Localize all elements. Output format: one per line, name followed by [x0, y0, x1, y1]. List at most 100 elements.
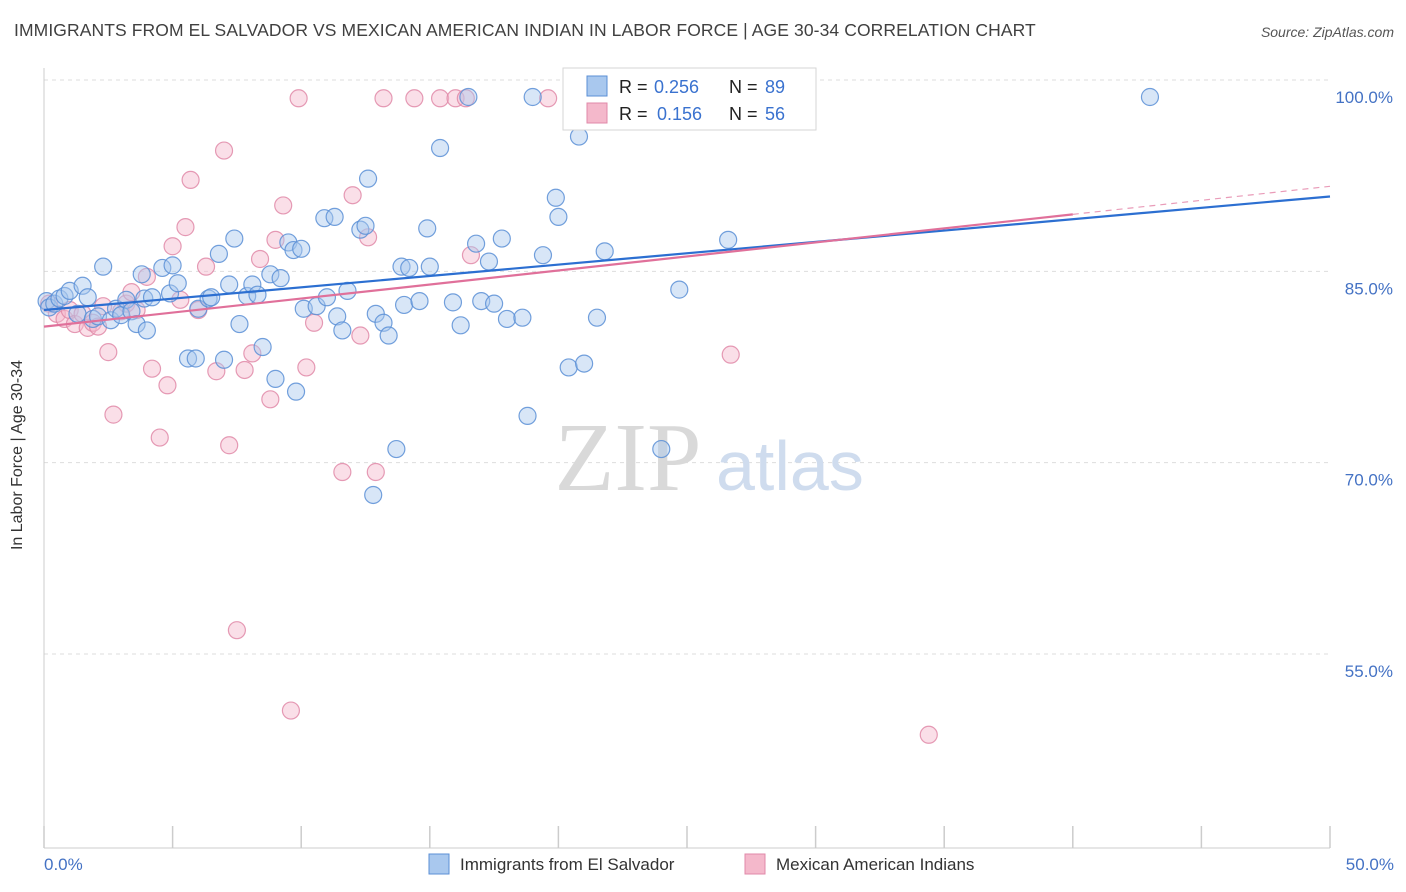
scatter-point-mexican-american-indian: [176, 218, 195, 237]
scatter-point-mexican-american-indian: [919, 725, 938, 744]
scatter-point-el-salvador: [652, 439, 671, 459]
x-tick-label: 0.0%: [44, 855, 83, 874]
legend-n-value-2: 56: [765, 104, 785, 124]
scatter-point-el-salvador: [443, 293, 463, 312]
y-tick-label: 55.0%: [1345, 662, 1393, 681]
scatter-point-mexican-american-indian: [721, 345, 740, 364]
scatter-point-el-salvador: [214, 350, 234, 369]
scatter-point-mexican-american-indian: [343, 186, 362, 205]
scatter-point-el-salvador: [230, 314, 249, 334]
scatter-point-el-salvador: [286, 382, 306, 401]
scatter-point-el-salvador: [338, 281, 357, 300]
scatter-point-el-salvador: [135, 289, 154, 308]
scatter-point-el-salvador: [186, 349, 205, 368]
stats-legend: R = 0.256 N = 89 R = 0.156 N = 56: [562, 67, 817, 131]
scatter-point-el-salvador: [513, 308, 532, 327]
scatter-point-el-salvador: [418, 219, 437, 238]
legend-swatch-pink: [586, 102, 608, 124]
scatter-point-el-salvador: [142, 288, 162, 307]
scatter-point-mexican-american-indian: [351, 326, 370, 345]
scatter-point-el-salvador: [137, 321, 156, 340]
scatter-point-mexican-american-indian: [137, 267, 156, 286]
scatter-point-mexican-american-indian: [358, 228, 378, 247]
tick-labels: 100.0% 85.0% 70.0% 55.0% 0.0% 50.0%: [44, 88, 1394, 874]
scatter-point-el-salvador: [420, 257, 439, 276]
scatter-point-mexican-american-indian: [304, 313, 324, 332]
scatter-point-el-salvador: [333, 321, 352, 340]
scatter-point-el-salvador: [559, 358, 578, 377]
scatter-point-el-salvador: [168, 274, 187, 293]
scatter-point-el-salvador: [492, 229, 511, 248]
scatter-point-mexican-american-indian: [163, 237, 182, 256]
scatter-point-el-salvador: [497, 309, 517, 329]
legend-n-label-2: N =: [729, 104, 758, 124]
scatter-point-el-salvador: [595, 242, 614, 261]
watermark-zip: ZIP: [555, 404, 702, 512]
scatter-point-mexican-american-indian: [227, 621, 246, 640]
scatter-point-el-salvador: [575, 354, 594, 373]
scatter-point-mexican-american-indian: [196, 257, 216, 276]
scatter-point-mexican-american-indian: [430, 89, 450, 108]
scatter-point-mexican-american-indian: [281, 701, 301, 720]
scatter-point-el-salvador: [271, 269, 290, 288]
scatter-point-el-salvador: [220, 275, 239, 294]
y-axis-label-wrap: In Labor Force | Age 30-34: [9, 360, 38, 550]
scatter-point-mexican-american-indian: [250, 249, 270, 269]
scatter-point-mexican-american-indian: [104, 405, 123, 424]
scatter-point-el-salvador: [209, 244, 228, 263]
scatter-point-el-salvador: [284, 240, 303, 260]
scatter-point-el-salvador: [670, 280, 689, 299]
scatter-point-el-salvador: [94, 257, 113, 276]
scatter-point-el-salvador: [78, 288, 97, 307]
scatter-point-el-salvador: [50, 289, 69, 308]
watermark: ZIP atlas: [555, 404, 864, 512]
scatter-point-el-salvador: [400, 258, 419, 278]
scatter-point-mexican-american-indian: [99, 343, 118, 362]
trend-line-el-salvador: [43, 195, 1331, 312]
scatter-point-mexican-american-indian: [289, 89, 308, 108]
scatter-point-el-salvador: [466, 234, 486, 253]
scatter-point-mexican-american-indian: [333, 462, 352, 482]
scatter-point-el-salvador: [325, 207, 344, 227]
chart-title: IMMIGRANTS FROM EL SALVADOR VS MEXICAN A…: [14, 20, 1036, 40]
legend-swatch-blue: [586, 75, 608, 97]
scatter-point-mexican-american-indian: [150, 428, 169, 447]
scatter-point-el-salvador: [328, 307, 347, 326]
scatter-point-el-salvador: [546, 188, 565, 207]
y-tick-label: 100.0%: [1335, 88, 1393, 107]
x-tick-label: 50.0%: [1346, 855, 1394, 874]
scatter-point-el-salvador: [587, 308, 607, 327]
scatter-point-mexican-american-indian: [235, 360, 254, 380]
legend-n-label-1: N =: [729, 77, 758, 97]
scatter-point-el-salvador: [358, 169, 378, 188]
scatter-point-el-salvador: [394, 295, 414, 315]
legend-r-value-1: 0.256: [654, 77, 699, 97]
scatter-point-mexican-american-indian: [214, 141, 234, 160]
scatter-point-mexican-american-indian: [142, 359, 162, 378]
scatter-point-mexican-american-indian: [374, 89, 393, 108]
scatter-point-mexican-american-indian: [243, 344, 262, 363]
axes: [43, 68, 1331, 849]
legend-r-label-2: R =: [619, 104, 648, 124]
legend-n-value-1: 89: [765, 77, 785, 97]
scatter-point-el-salvador: [243, 275, 262, 294]
scatter-point-el-salvador: [569, 127, 589, 146]
scatter-point-el-salvador: [387, 439, 406, 459]
scatter-point-mexican-american-indian: [446, 89, 465, 108]
series-mexican-american-indians: [40, 89, 938, 744]
scatter-point-el-salvador: [533, 246, 553, 265]
series-legend-label-pink: Mexican American Indians: [776, 855, 974, 874]
scatter-point-el-salvador: [292, 239, 311, 258]
scatter-point-el-salvador: [523, 87, 542, 107]
trend-lines: [43, 185, 1331, 328]
scatter-point-mexican-american-indian: [220, 436, 239, 455]
scatter-point-el-salvador: [178, 349, 198, 368]
legend-r-label-1: R =: [619, 77, 648, 97]
scatter-point-mexican-american-indian: [261, 390, 280, 409]
scatter-point-el-salvador: [459, 87, 478, 107]
scatter-point-mexican-american-indian: [181, 170, 200, 190]
scatter-point-el-salvador: [55, 286, 74, 306]
scatter-point-mexican-american-indian: [158, 376, 177, 395]
scatter-point-el-salvador: [73, 276, 92, 295]
